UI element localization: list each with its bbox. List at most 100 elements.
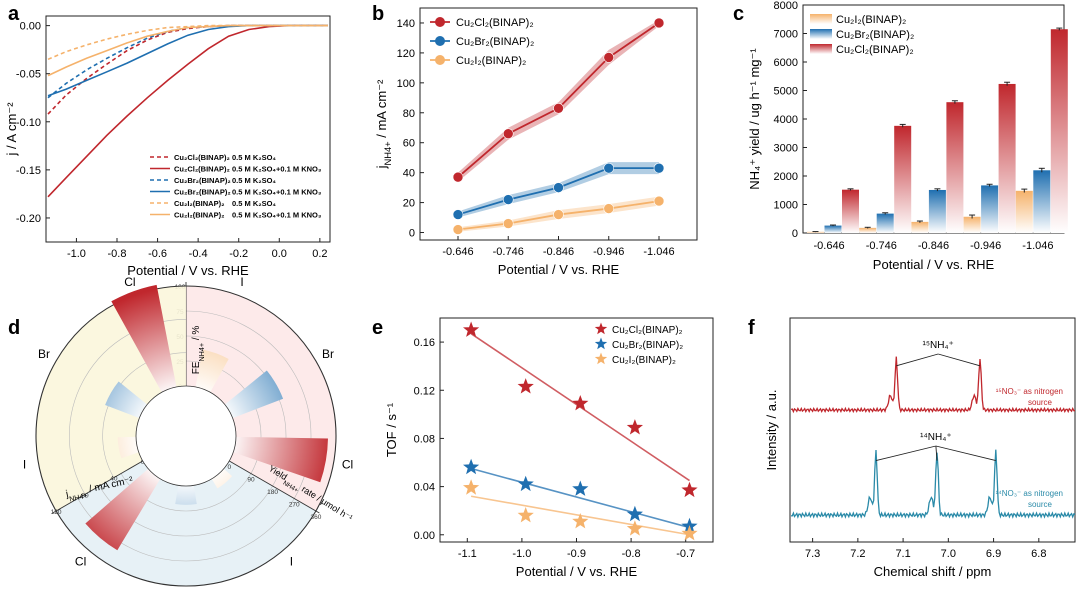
d-tick-label: 0: [141, 459, 145, 466]
c-ytick-label: 1000: [774, 200, 798, 212]
d-halide-label: I: [290, 555, 293, 569]
d-halide-label: Br: [322, 347, 334, 361]
f-arrow: [935, 445, 938, 461]
f-plot-frame: [789, 317, 1076, 543]
e-point: [517, 475, 534, 492]
b-point: [653, 195, 665, 207]
d-sector-bg: [56, 461, 316, 586]
e-xlabel: Potential / V vs. RHE: [516, 564, 638, 579]
d-bar: [211, 468, 233, 489]
e-legend-marker: [594, 337, 608, 350]
e-point: [572, 513, 589, 529]
e-ytick-label: 0.12: [414, 385, 435, 397]
a-ylabel: j / A cm⁻²: [4, 102, 19, 157]
d-bar: [117, 436, 139, 459]
d-halide-label: I: [23, 457, 26, 471]
b-point: [653, 17, 665, 29]
c-bar: [981, 185, 999, 233]
d-tick-label: 180: [267, 489, 278, 496]
b-point: [653, 162, 665, 174]
a-legend-name: Cu₂Cl₂(BINAP)₂: [174, 165, 230, 174]
panel-label-f: f: [748, 317, 755, 339]
d-bar: [195, 349, 229, 393]
e-point: [572, 395, 589, 411]
d-center-hole: [135, 385, 237, 487]
a-legend-name: Cu₂I₂(BINAP)₂: [174, 211, 224, 220]
e-point: [463, 321, 480, 337]
d-tick-label: 0: [227, 464, 231, 471]
b-xlabel: Potential / V vs. RHE: [498, 262, 620, 277]
d-radial-axis: [229, 460, 320, 514]
a-legend-name: Cu₂Br₂(BINAP)₂: [174, 188, 231, 197]
b-ytick-label: 120: [397, 48, 415, 60]
e-legend-marker: [594, 322, 608, 335]
d-bar: [224, 370, 284, 419]
f-spectrum-1: [791, 449, 1076, 519]
b-ytick-label: 60: [403, 138, 415, 150]
b-legend-marker: [435, 36, 445, 46]
c-legend-label: Cu₂Br₂(BINAP)₂: [836, 29, 914, 41]
d-halide-label: Cl: [342, 457, 353, 471]
b-xtick-label: -0.946: [593, 246, 624, 258]
panel-label-e: e: [372, 317, 383, 339]
panel-a-chart: -1.0 -0.8 -0.6 -0.4 -0.2 0.0 0.2 0.00 -0.05 -0.10…: [4, 15, 331, 278]
b-ylabel: jNH4+ / mA cm⁻²: [374, 79, 393, 169]
b-ytick-label: 40: [403, 168, 415, 180]
d-bar: [85, 468, 161, 551]
f-xlabel: Chemical shift / ppm: [874, 564, 992, 579]
c-xtick-label: -1.046: [1022, 240, 1053, 252]
d-tick-label: 120: [51, 509, 62, 516]
f-xtick-label: 7.3: [805, 548, 820, 560]
f-peak-label: ¹⁴NH₄⁺: [920, 432, 951, 443]
c-bar: [911, 221, 929, 233]
c-bar: [807, 231, 824, 233]
panel-c-chart: 0 1000 2000 3000 4000 5000 6000 7000 8000 -0.646 -…: [747, 0, 1068, 272]
d-tick-label: 80: [81, 492, 89, 499]
e-xtick-label: -0.8: [622, 548, 641, 560]
c-xtick-label: -0.846: [918, 240, 949, 252]
d-bar: [111, 284, 177, 393]
c-bar: [824, 225, 842, 233]
e-legend-label: Cu₂Cl₂(BINAP)₂: [612, 325, 683, 336]
f-peak-label: ¹⁵NH₄⁺: [923, 340, 954, 351]
c-bar: [963, 216, 981, 233]
a-ytick-label: -0.05: [16, 69, 41, 81]
f-red-source-2: source: [1028, 398, 1053, 407]
a-xtick-label: -0.2: [229, 248, 248, 260]
a-xtick-label: -1.0: [67, 248, 86, 260]
b-ytick-label: 20: [403, 198, 415, 210]
e-point: [463, 458, 480, 475]
c-legend-label: Cu₂I₂(BINAP)₂: [836, 14, 906, 26]
c-ytick-label: 0: [792, 228, 798, 240]
b-point: [452, 209, 464, 220]
d-bar: [175, 485, 197, 505]
f-xtick-label: 6.8: [1031, 548, 1046, 560]
c-ytick-label: 3000: [774, 143, 798, 155]
d-tick-label: 90: [247, 477, 255, 484]
e-ytick-label: 0.04: [414, 482, 435, 494]
a-xlabel: Potential / V vs. RHE: [127, 263, 249, 278]
f-arrow: [875, 445, 936, 462]
e-point: [572, 480, 589, 496]
a-series-line-5: [47, 24, 328, 77]
panel-b-chart: -0.646 -0.746 -0.846 -0.946 -1.046 0 20 40 60 80 1…: [374, 7, 698, 277]
b-ytick-label: 80: [403, 108, 415, 120]
b-point: [502, 128, 514, 140]
a-series-line-1: [47, 24, 328, 198]
b-point: [502, 218, 514, 229]
e-point: [517, 507, 534, 523]
b-legend-label: Cu₂Cl₂(BINAP)₂: [456, 17, 534, 29]
f-arrow: [935, 445, 996, 462]
a-ytick-label: -0.10: [16, 117, 41, 129]
e-point: [517, 378, 534, 394]
b-point: [603, 203, 615, 214]
e-fit-line: [470, 467, 690, 529]
panel-d-chart: IBrCl0255075100IBrCl090180270360IBrCl040…: [23, 275, 354, 587]
e-legend-marker: [594, 352, 608, 365]
d-tick-label: 270: [289, 502, 300, 509]
d-outer-arc: [55, 510, 317, 587]
c-legend-label: Cu₂Cl₂(BINAP)₂: [836, 44, 914, 56]
e-point: [626, 520, 643, 536]
a-series-line-0: [47, 24, 328, 115]
